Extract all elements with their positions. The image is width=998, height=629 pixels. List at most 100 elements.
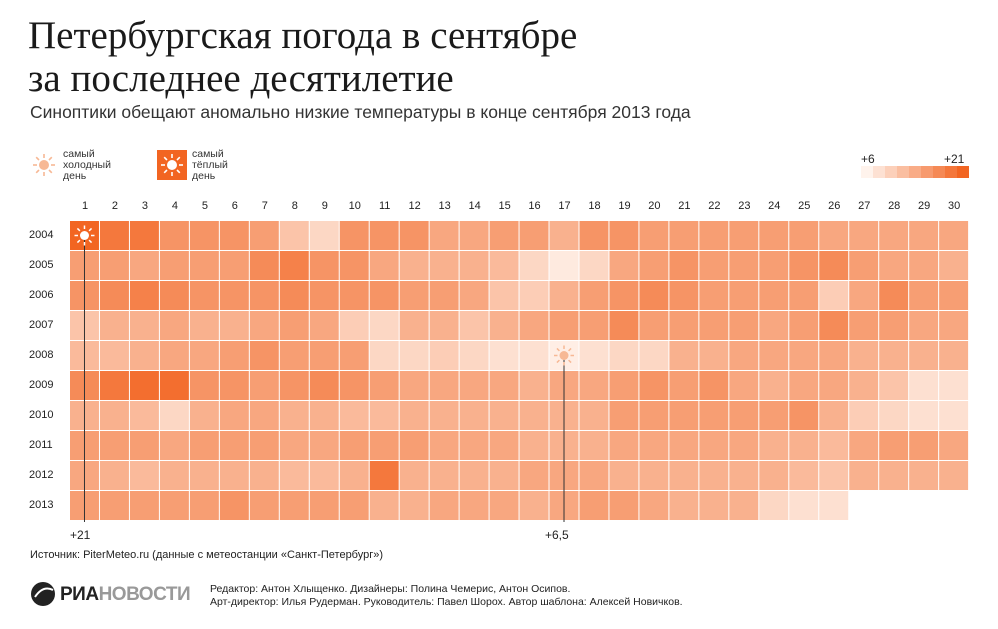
warm-sun-icon <box>157 150 187 180</box>
day-label-7: 7 <box>261 200 268 212</box>
day-label-18: 18 <box>588 200 601 212</box>
heatmap-cell-2010-14 <box>459 401 489 430</box>
heatmap-cell-2006-22 <box>699 281 729 310</box>
heatmap-cell-2013-19 <box>609 491 639 520</box>
heatmap-cell-2013-26 <box>819 491 849 520</box>
heatmap-cell-2008-6 <box>219 341 249 370</box>
heatmap-cell-2011-8 <box>279 431 309 460</box>
heatmap-cell-2012-13 <box>429 461 459 490</box>
heatmap-cell-2006-29 <box>909 281 939 310</box>
heatmap-cell-2005-3 <box>129 251 159 280</box>
heatmap-cell-2007-17 <box>549 311 579 340</box>
heatmap-cell-2004-27 <box>849 221 879 250</box>
heatmap-cell-2009-25 <box>789 371 819 400</box>
scale-step-8 <box>957 166 969 178</box>
heatmap-cell-2011-24 <box>759 431 789 460</box>
cold-legend-line-2: холодный <box>63 159 111 171</box>
heatmap-cell-2010-11 <box>369 401 399 430</box>
heatmap-cell-2008-7 <box>249 341 279 370</box>
heatmap-cell-2012-12 <box>399 461 429 490</box>
heatmap-cell-2004-2 <box>99 221 129 250</box>
heatmap-cell-2004-10 <box>339 221 369 250</box>
heatmap-cell-2010-26 <box>819 401 849 430</box>
heatmap-cell-2010-7 <box>249 401 279 430</box>
heatmap-cell-2005-10 <box>339 251 369 280</box>
heatmap-cell-2011-22 <box>699 431 729 460</box>
heatmap-cell-2013-10 <box>339 491 369 520</box>
heatmap-cell-2005-20 <box>639 251 669 280</box>
heatmap-cell-2007-13 <box>429 311 459 340</box>
heatmap-cell-2008-8 <box>279 341 309 370</box>
heatmap-cell-2011-2 <box>99 431 129 460</box>
heatmap-cell-2005-5 <box>189 251 219 280</box>
heatmap-cell-2005-4 <box>159 251 189 280</box>
heatmap-cell-2007-27 <box>849 311 879 340</box>
day-label-20: 20 <box>648 200 661 212</box>
heatmap-cell-2004-8 <box>279 221 309 250</box>
heatmap-cell-2005-2 <box>99 251 129 280</box>
heatmap-cell-2012-19 <box>609 461 639 490</box>
logo-bold: РИА <box>60 584 99 605</box>
heatmap-cell-2009-9 <box>309 371 339 400</box>
heatmap-cell-2010-18 <box>579 401 609 430</box>
heatmap-cell-2004-29 <box>909 221 939 250</box>
heatmap-cell-2011-13 <box>429 431 459 460</box>
heatmap-cell-2013-22 <box>699 491 729 520</box>
heatmap-cell-2005-12 <box>399 251 429 280</box>
heatmap-cell-2004-6 <box>219 221 249 250</box>
heatmap-cell-2007-20 <box>639 311 669 340</box>
heatmap-cell-2004-13 <box>429 221 459 250</box>
day-label-15: 15 <box>498 200 511 212</box>
day-label-12: 12 <box>408 200 421 212</box>
source-note: Источник: PiterMeteo.ru (данные с метеос… <box>30 549 384 561</box>
day-label-21: 21 <box>678 200 691 212</box>
heatmap-cell-2009-24 <box>759 371 789 400</box>
heatmap-cell-2011-5 <box>189 431 219 460</box>
heatmap-cell-2007-10 <box>339 311 369 340</box>
day-label-3: 3 <box>141 200 148 212</box>
heatmap-cell-2006-17 <box>549 281 579 310</box>
heatmap-cell-2012-14 <box>459 461 489 490</box>
heatmap-cell-2011-18 <box>579 431 609 460</box>
heatmap-cell-2011-23 <box>729 431 759 460</box>
heatmap-cell-2008-13 <box>429 341 459 370</box>
heatmap-cell-2007-26 <box>819 311 849 340</box>
heatmap-cell-2011-21 <box>669 431 699 460</box>
heatmap-cell-2013-20 <box>639 491 669 520</box>
color-scale-bar <box>861 166 969 178</box>
heatmap-cell-2007-6 <box>219 311 249 340</box>
day-label-26: 26 <box>828 200 841 212</box>
warmest-sun-icon <box>74 225 95 246</box>
heatmap-cell-2012-23 <box>729 461 759 490</box>
scale-step-3 <box>897 166 909 178</box>
day-label-8: 8 <box>291 200 298 212</box>
heatmap-cell-2013-14 <box>459 491 489 520</box>
heatmap-cell-2013-3 <box>129 491 159 520</box>
heatmap-cell-2005-26 <box>819 251 849 280</box>
heatmap-cell-2004-24 <box>759 221 789 250</box>
day-label-9: 9 <box>321 200 328 212</box>
day-label-4: 4 <box>171 200 178 212</box>
heatmap-cell-2013-24 <box>759 491 789 520</box>
heatmap-cell-2006-13 <box>429 281 459 310</box>
heatmap-cell-2005-23 <box>729 251 759 280</box>
heatmap-cell-2006-2 <box>99 281 129 310</box>
cold-sun-icon <box>29 150 59 180</box>
year-label-2010: 2010 <box>29 409 54 421</box>
heatmap-cell-2010-29 <box>909 401 939 430</box>
heatmap-cell-2013-15 <box>489 491 519 520</box>
heatmap-cell-2007-16 <box>519 311 549 340</box>
heatmap-cell-2010-15 <box>489 401 519 430</box>
heatmap-cell-2010-9 <box>309 401 339 430</box>
day-label-2: 2 <box>111 200 119 212</box>
year-label-2004: 2004 <box>29 229 54 241</box>
heatmap-cell-2012-5 <box>189 461 219 490</box>
heatmap-cell-2012-25 <box>789 461 819 490</box>
heatmap-cell-2013-2 <box>99 491 129 520</box>
heatmap-cell-2004-18 <box>579 221 609 250</box>
heatmap-cell-2007-24 <box>759 311 789 340</box>
warm-legend-line-2: тёплый <box>192 159 228 171</box>
heatmap-cell-2008-22 <box>699 341 729 370</box>
heatmap-cell-2012-6 <box>219 461 249 490</box>
heatmap-cell-2006-4 <box>159 281 189 310</box>
